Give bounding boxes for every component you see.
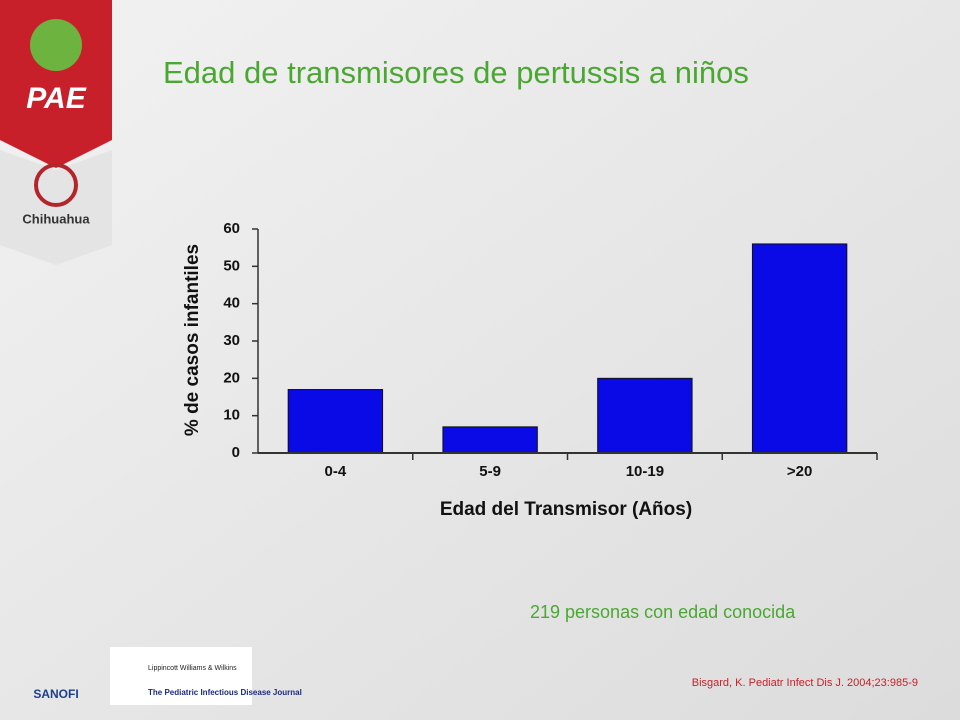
x-tick-label: 10-19 bbox=[626, 463, 664, 480]
bar bbox=[442, 426, 538, 454]
logo-banner bbox=[0, 0, 112, 168]
chart-title: Edad de transmisores de pertussis a niño… bbox=[163, 55, 749, 90]
y-tick-label: 50 bbox=[223, 257, 240, 274]
logo-seal bbox=[34, 163, 78, 207]
source: Bisgard, K. Pediatr Infect Dis J. 2004;2… bbox=[692, 677, 918, 689]
plot: 0 10 20 30 40 50 60 0-4 5-9 10-19 >20 bbox=[223, 220, 878, 480]
bar bbox=[597, 377, 693, 454]
x-tick-label: 0-4 bbox=[325, 463, 347, 480]
y-tick-label: 0 bbox=[232, 444, 240, 461]
bar bbox=[287, 389, 384, 454]
y-tick-label: 10 bbox=[223, 407, 240, 424]
publisher: Lippincott Williams & Wilkins bbox=[148, 665, 237, 672]
y-tick-label: 30 bbox=[223, 332, 240, 349]
journal-logo bbox=[110, 647, 252, 705]
y-tick-label: 40 bbox=[223, 295, 240, 312]
logo-shield bbox=[0, 150, 112, 265]
y-tick-label: 20 bbox=[223, 369, 240, 386]
annotation: 219 personas con edad conocida bbox=[530, 602, 796, 622]
x-axis-label: Edad del Transmisor (Años) bbox=[440, 499, 692, 520]
logo-emblem bbox=[30, 19, 82, 71]
logo-state: Chihuahua bbox=[22, 211, 90, 226]
x-tick-label: >20 bbox=[787, 463, 812, 480]
y-axis-label: % de casos infantiles bbox=[182, 244, 203, 436]
y-tick-label: 60 bbox=[223, 220, 240, 237]
journal: The Pediatric Infectious Disease Journal bbox=[148, 688, 302, 697]
x-tick-label: 5-9 bbox=[479, 463, 501, 480]
bar bbox=[751, 243, 848, 454]
logo-text: PAE bbox=[26, 82, 86, 115]
sponsor: SANOFI bbox=[33, 687, 78, 701]
